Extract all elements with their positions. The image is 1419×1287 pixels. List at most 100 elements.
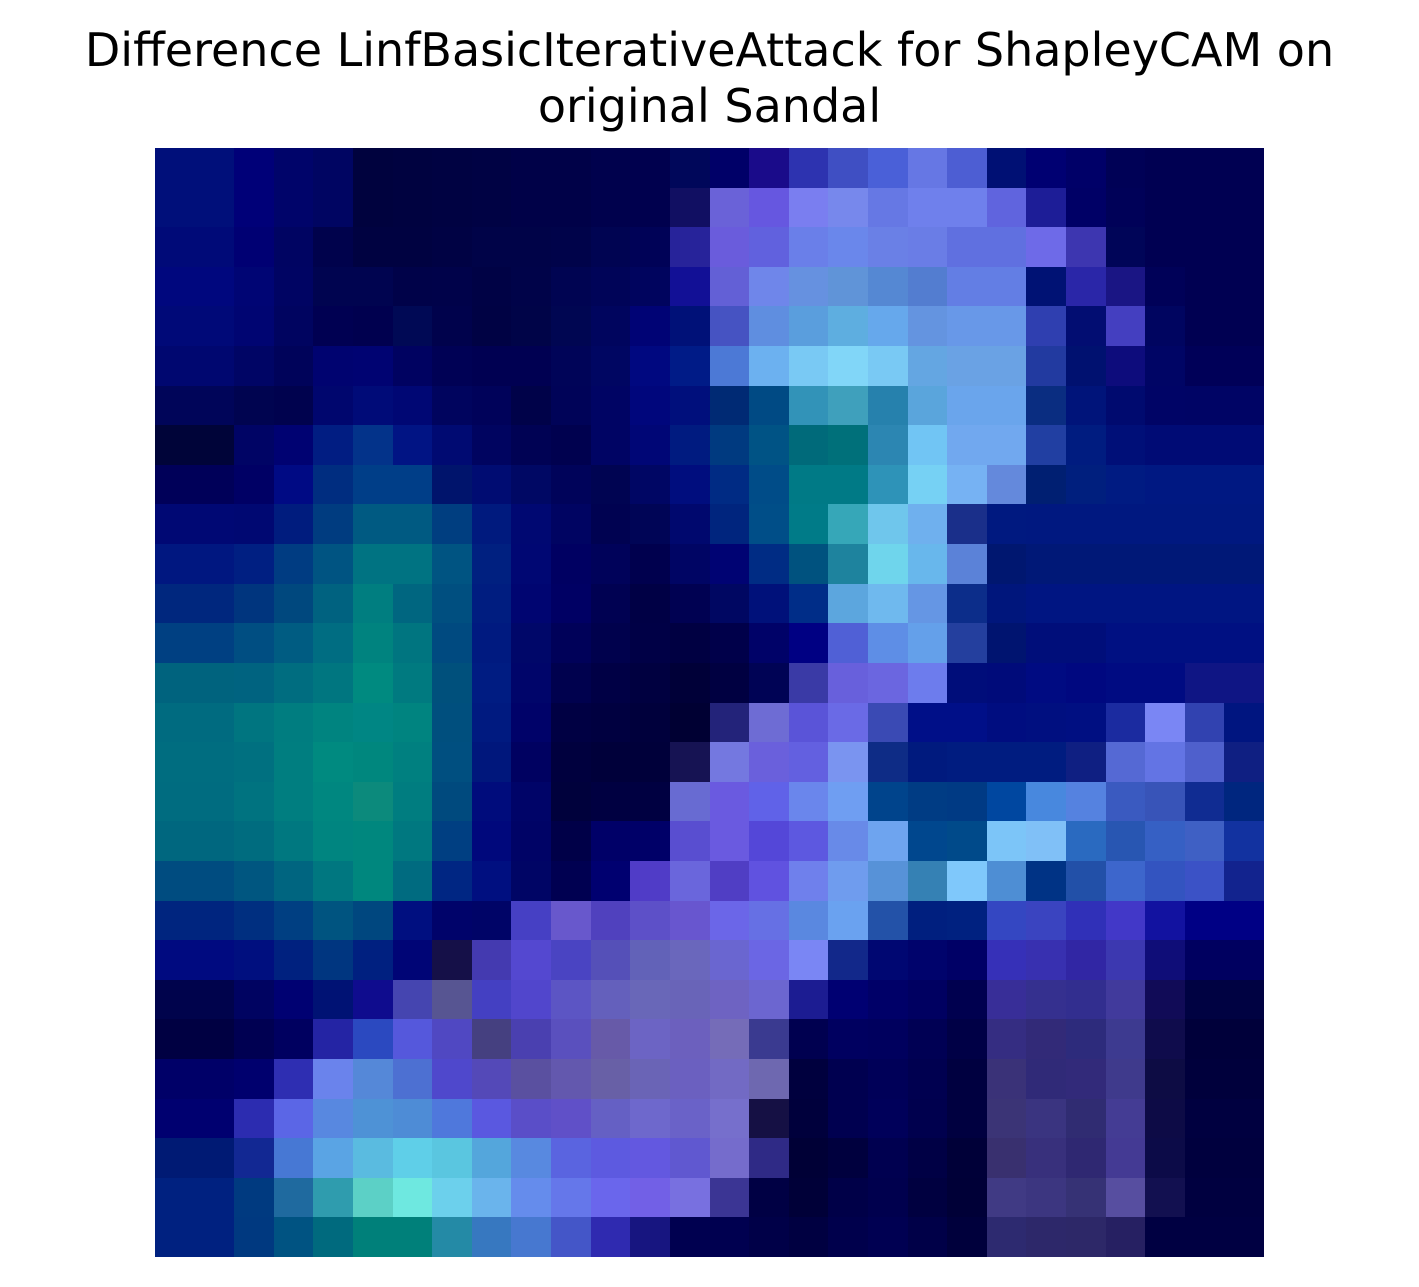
heatmap-cell [432,1098,472,1139]
heatmap-cell [1224,1058,1264,1099]
heatmap-cell [590,742,631,782]
heatmap-cell [986,1138,1027,1178]
heatmap-cell [828,385,868,426]
heatmap-cell [669,1098,710,1139]
heatmap-cell [947,662,987,703]
heatmap-cell [392,1098,433,1139]
heatmap-cell [273,781,314,822]
heatmap-cell [986,702,1027,743]
heatmap-cell [986,425,1027,465]
heatmap-cell [828,148,868,188]
heatmap-cell [1065,346,1106,386]
heatmap-cell [1105,187,1146,228]
heatmap-cell [1224,1138,1264,1178]
heatmap-cell [1105,425,1146,465]
heatmap-cell [511,742,552,782]
heatmap-cell [1224,662,1264,703]
heatmap-cell [1145,900,1185,941]
heatmap-cell [1065,187,1106,228]
heatmap-cell [1065,1019,1106,1059]
heatmap-cell [749,1098,789,1139]
heatmap-cell [471,662,512,703]
heatmap-cell [709,187,750,228]
heatmap-cell [1224,504,1264,545]
heatmap-cell [273,227,314,267]
heatmap-cell [432,1217,472,1257]
heatmap-cell [669,900,710,941]
heatmap-cell [590,940,631,980]
heatmap-cell [907,662,948,703]
heatmap-cell [1145,1019,1185,1059]
heatmap-cell [194,385,235,426]
heatmap-cell [155,464,195,505]
heatmap-cell [1224,742,1264,782]
heatmap-cell [630,227,670,267]
heatmap-cell [273,1138,314,1178]
heatmap-cell [828,742,868,782]
attribution-heatmap [155,148,1264,1257]
heatmap-cell [867,781,908,822]
heatmap-cell [947,1058,987,1099]
heatmap-cell [709,385,750,426]
heatmap-cell [1105,464,1146,505]
heatmap-cell [709,504,750,545]
heatmap-cell [234,227,274,267]
heatmap-cell [1184,544,1225,584]
heatmap-cell [1105,979,1146,1020]
heatmap-cell [392,266,433,307]
heatmap-cell [630,385,670,426]
heatmap-cell [986,900,1027,941]
heatmap-cell [947,1177,987,1218]
heatmap-cell [867,425,908,465]
heatmap-cell [392,623,433,663]
heatmap-cell [947,266,987,307]
heatmap-cell [471,306,512,347]
heatmap-cell [669,742,710,782]
heatmap-cell [947,464,987,505]
heatmap-cell [194,227,235,267]
heatmap-cell [1065,464,1106,505]
heatmap-cell [1065,623,1106,663]
heatmap-cell [986,979,1027,1020]
heatmap-cell [630,1217,670,1257]
heatmap-cell [194,1138,235,1178]
heatmap-cell [353,425,393,465]
heatmap-cell [1184,1019,1225,1059]
heatmap-cell [788,1019,829,1059]
heatmap-cell [749,1217,789,1257]
heatmap-cell [788,385,829,426]
heatmap-cell [590,1177,631,1218]
heatmap-cell [353,623,393,663]
heatmap-cell [551,187,591,228]
heatmap-cell [432,346,472,386]
heatmap-cell [630,1177,670,1218]
heatmap-cell [313,1098,354,1139]
heatmap-cell [392,227,433,267]
heatmap-cell [867,1138,908,1178]
heatmap-cell [828,1019,868,1059]
heatmap-cell [273,346,314,386]
heatmap-cell [947,187,987,228]
heatmap-cell [432,781,472,822]
heatmap-cell [353,148,393,188]
heatmap-cell [273,425,314,465]
heatmap-cell [907,148,948,188]
heatmap-cell [590,464,631,505]
heatmap-cell [273,900,314,941]
heatmap-cell [986,1019,1027,1059]
heatmap-cell [155,821,195,861]
heatmap-cell [432,583,472,624]
heatmap-cell [432,860,472,901]
heatmap-cell [194,623,235,663]
heatmap-cell [353,583,393,624]
heatmap-cell [590,821,631,861]
heatmap-cell [907,385,948,426]
heatmap-cell [1224,940,1264,980]
heatmap-cell [432,1058,472,1099]
heatmap-cell [392,346,433,386]
heatmap-cell [986,544,1027,584]
heatmap-cell [313,979,354,1020]
heatmap-cell [867,662,908,703]
heatmap-cell [1224,979,1264,1020]
heatmap-cell [749,583,789,624]
